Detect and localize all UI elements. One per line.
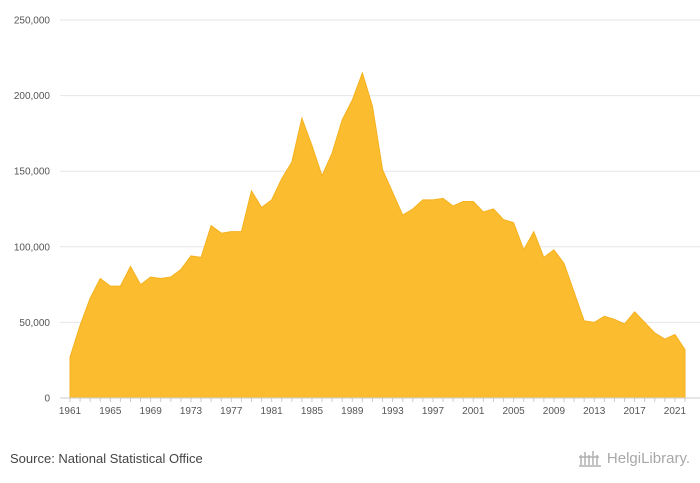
x-tick-label: 2017 <box>623 406 646 417</box>
area-chart: 0 50,000 100,000 150,000 200,000 250,000 1961… <box>14 16 700 417</box>
x-tick-label: 1977 <box>220 406 243 417</box>
area-series <box>69 71 686 399</box>
x-tick-label: 2001 <box>462 406 485 417</box>
x-tick-label: 1965 <box>99 406 122 417</box>
x-axis-labels: 1961 1965 1969 1973 1977 1981 1985 1989 1993 1997… <box>59 406 687 417</box>
area-layer <box>69 71 686 399</box>
library-building-icon <box>578 451 601 467</box>
y-axis-labels: 0 50,000 100,000 150,000 200,000 250,000 <box>14 16 51 405</box>
y-tick-label: 200,000 <box>14 91 51 102</box>
x-axis <box>60 397 700 402</box>
x-tick-label: 1961 <box>59 406 82 417</box>
source-note: Source: National Statistical Office <box>10 451 203 466</box>
x-tick-label: 2005 <box>502 406 525 417</box>
x-tick-label: 1993 <box>381 406 404 417</box>
y-tick-label: 50,000 <box>19 318 50 329</box>
y-tick-label: 250,000 <box>14 16 51 27</box>
y-tick-label: 100,000 <box>14 242 51 253</box>
x-tick-label: 1973 <box>180 406 203 417</box>
x-tick-label: 1985 <box>301 406 324 417</box>
x-tick-label: 1969 <box>140 406 163 417</box>
x-tick-label: 1997 <box>422 406 445 417</box>
helgi-library-logo: HelgiLibrary. <box>577 449 690 467</box>
y-tick-label: 0 <box>44 394 50 405</box>
x-tick-label: 2009 <box>543 406 566 417</box>
x-tick-label: 2021 <box>664 406 687 417</box>
x-tick-label: 1981 <box>261 406 284 417</box>
x-tick-label: 2013 <box>583 406 606 417</box>
brand-name: HelgiLibrary. <box>606 449 690 467</box>
x-tick-label: 1989 <box>341 406 364 417</box>
y-tick-label: 150,000 <box>14 167 51 178</box>
